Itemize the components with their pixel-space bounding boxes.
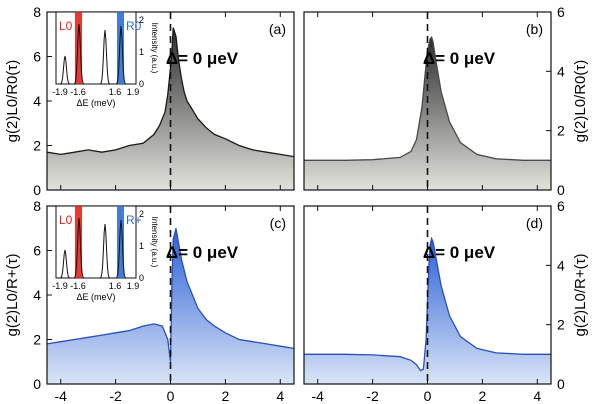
- y-tick-label: 6: [557, 198, 565, 214]
- y-tick-label: 4: [557, 63, 565, 79]
- left-filter-band: [75, 206, 82, 278]
- y-axis-label: g(2)L0/R0(τ): [4, 60, 21, 143]
- series-line: [304, 35, 551, 161]
- x-tick-label: -4: [311, 388, 324, 404]
- y-tick-label: 0: [557, 376, 565, 392]
- detuning-annotation: Δ= 0 μeV: [423, 49, 496, 68]
- inset-label-left: L0: [59, 213, 73, 227]
- spectrum-peak: [71, 217, 87, 279]
- spectrum-peak: [97, 223, 113, 279]
- spectrum-peak: [97, 29, 113, 85]
- y-tick-label: 6: [33, 49, 41, 65]
- inset-x-tick: 1.9: [127, 87, 140, 97]
- panel-c: 0 2 4 6 8 -4 -2 0 2 4 (c) Δ= 0 μeV g(2)L0/R+(τ) L0 R+ -…: [4, 198, 295, 404]
- y-tick-label: 4: [33, 93, 41, 109]
- inset-y-tick: 0: [139, 79, 144, 89]
- spectrum-peak: [57, 55, 73, 85]
- right-filter-band: [117, 12, 124, 84]
- x-tick-label: 2: [478, 388, 486, 404]
- y-tick-label: 4: [33, 287, 41, 303]
- y-axis-label: g(2)L0/R+(τ): [572, 253, 589, 336]
- spectrum-inset: L0 R0 -1.9 -1.6 1.6 1.9 ΔE (meV) 0 1 2 Intensity (…: [52, 11, 159, 108]
- inset-x-tick: 1.9: [127, 281, 140, 291]
- y-tick-label: 0: [33, 182, 41, 198]
- inset-label-right: R0: [126, 19, 142, 33]
- y-axis-label: g(2)L0/R0(τ): [572, 60, 589, 143]
- inset-x-tick: -1.9: [52, 281, 68, 291]
- x-tick-label: -4: [54, 388, 67, 404]
- x-tick-label: 0: [424, 388, 432, 404]
- series-line: [47, 27, 294, 158]
- left-filter-band: [75, 12, 82, 84]
- y-tick-label: 2: [33, 332, 41, 348]
- y-tick-label: 0: [557, 182, 565, 198]
- inset-x-tick: 1.6: [109, 281, 122, 291]
- detuning-annotation: Δ= 0 μeV: [166, 243, 239, 262]
- right-filter-band: [117, 206, 124, 278]
- inset-x-label: ΔE (meV): [76, 98, 115, 108]
- y-tick-label: 8: [33, 4, 41, 20]
- inset-label-right: R+: [126, 213, 142, 227]
- spectrum-peak: [57, 249, 73, 279]
- panel-a: 0 2 4 6 8 (a) Δ= 0 μeV g(2)L0/R0(τ) L0 R0 -1.9 -1.6…: [4, 4, 295, 198]
- inset-y-tick: 1: [139, 241, 144, 251]
- y-tick-label: 6: [33, 243, 41, 259]
- x-tick-label: -2: [366, 388, 379, 404]
- inset-y-tick: 1: [139, 47, 144, 57]
- y-axis-label: g(2)L0/R+(τ): [4, 253, 21, 336]
- inset-y-tick: 2: [139, 15, 144, 25]
- detuning-annotation: Δ= 0 μeV: [423, 243, 496, 262]
- inset-y-tick: 0: [139, 273, 144, 283]
- series-line: [304, 236, 551, 372]
- y-tick-label: 6: [557, 4, 565, 20]
- inset-x-tick: -1.9: [52, 87, 68, 97]
- inset-x-tick: -1.6: [70, 87, 86, 97]
- detuning-annotation: Δ= 0 μeV: [166, 49, 239, 68]
- panel-d: 0 2 4 6 -4 -2 0 2 4 (d) Δ= 0 μeV g(2)L0/R+(τ): [303, 198, 589, 404]
- y-tick-label: 0: [33, 376, 41, 392]
- inset-x-tick: -1.6: [70, 281, 86, 291]
- y-tick-label: 8: [33, 198, 41, 214]
- inset-y-label: Intensity (a.u.): [150, 217, 159, 268]
- x-tick-label: 0: [167, 388, 175, 404]
- spectrum-peak: [113, 25, 129, 85]
- spectrum-peak: [71, 23, 87, 85]
- x-tick-label: 4: [533, 388, 541, 404]
- inset-label-left: L0: [59, 19, 73, 33]
- spectrum-peak: [113, 219, 129, 279]
- panel-label: (a): [269, 21, 286, 37]
- panel-label: (d): [526, 215, 543, 231]
- series-line: [47, 228, 294, 362]
- panel-label: (c): [270, 215, 286, 231]
- inset-x-tick: 1.6: [109, 87, 122, 97]
- panel-label: (b): [526, 21, 543, 37]
- inset-y-tick: 2: [139, 209, 144, 219]
- y-tick-label: 2: [557, 123, 565, 139]
- panel-b: 0 2 4 6 (b) Δ= 0 μeV g(2)L0/R0(τ): [303, 4, 589, 198]
- y-tick-label: 4: [557, 257, 565, 273]
- x-tick-label: 2: [221, 388, 229, 404]
- series-area: [47, 228, 294, 384]
- y-tick-label: 2: [33, 138, 41, 154]
- inset-x-label: ΔE (meV): [76, 292, 115, 302]
- x-tick-label: -2: [109, 388, 122, 404]
- inset-y-label: Intensity (a.u.): [150, 23, 159, 74]
- spectrum-inset: L0 R+ -1.9 -1.6 1.6 1.9 ΔE (meV) 0 1 2 Intensity (…: [52, 205, 159, 302]
- x-tick-label: 4: [276, 388, 284, 404]
- y-tick-label: 2: [557, 317, 565, 333]
